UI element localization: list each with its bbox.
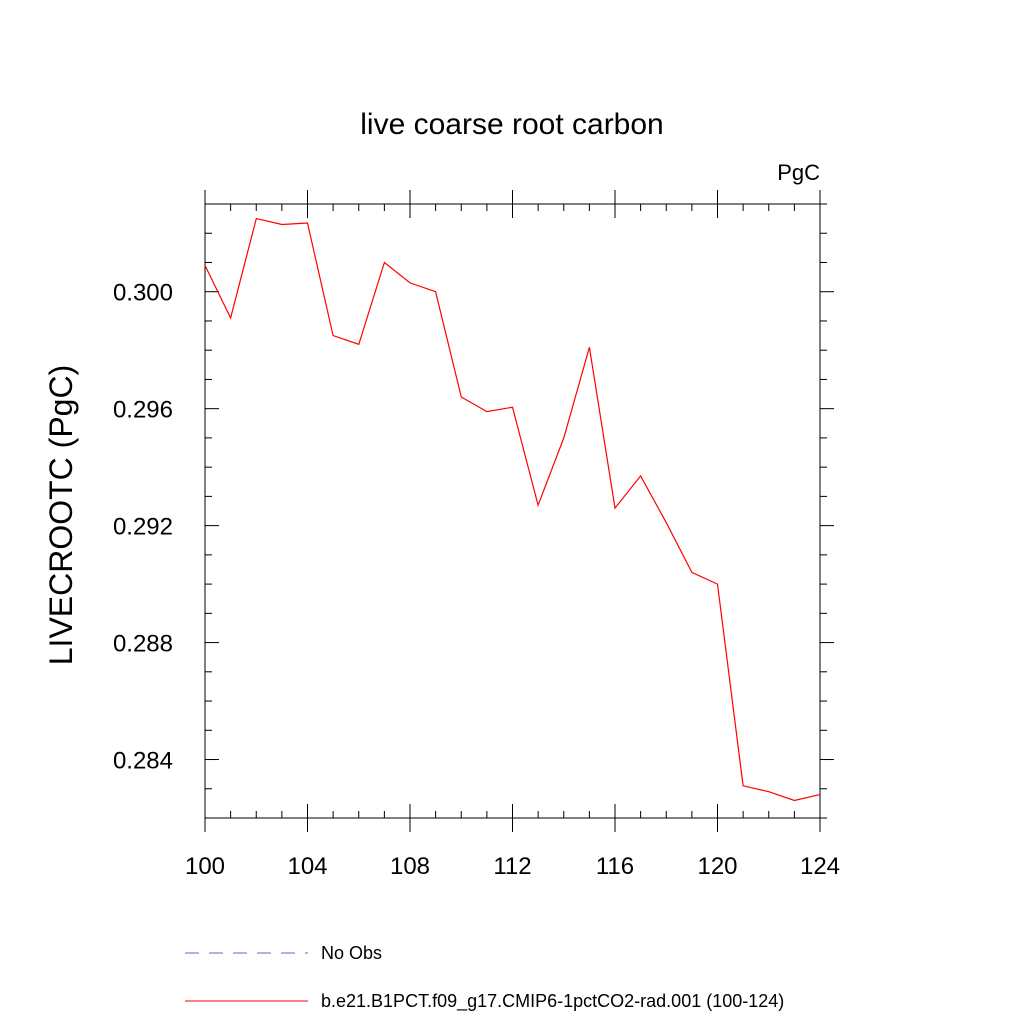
legend: No Obs b.e21.B1PCT.f09_g17.CMIP6-1pctCO2…	[185, 943, 784, 1012]
tick-labels: 100 104 108 112 116 120 124 0.284 0.288 0.292 0.29…	[113, 280, 840, 880]
x-tick-label: 104	[287, 853, 327, 880]
series-lines	[204, 217, 821, 802]
x-tick-label: 108	[390, 853, 430, 880]
x-tick-label: 124	[800, 853, 840, 880]
y-tick-label: 0.288	[113, 631, 173, 658]
units-label: PgC	[777, 160, 820, 185]
y-tick-label: 0.296	[113, 397, 173, 424]
series-line	[204, 217, 821, 802]
y-axis-label: LIVECROOTC (PgC)	[43, 365, 79, 665]
x-tick-label: 116	[596, 853, 634, 880]
y-tick-label: 0.292	[113, 514, 173, 541]
x-tick-label: 120	[697, 853, 737, 880]
chart-title: live coarse root carbon	[360, 108, 664, 141]
y-tick-label: 0.284	[113, 748, 173, 775]
axis-ticks	[204, 190, 834, 832]
plot-frame	[204, 203, 821, 819]
y-tick-label: 0.300	[113, 280, 173, 307]
legend-label-no-obs: No Obs	[321, 943, 382, 963]
x-tick-label: 112	[493, 853, 531, 880]
x-tick-label: 100	[185, 853, 225, 880]
legend-label-model: b.e21.B1PCT.f09_g17.CMIP6-1pctCO2-rad.00…	[321, 991, 784, 1012]
